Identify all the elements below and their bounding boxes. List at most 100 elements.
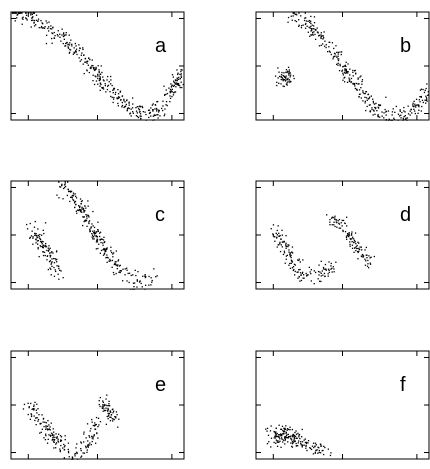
data-point	[45, 435, 47, 437]
data-point	[106, 88, 109, 91]
data-point	[42, 418, 45, 420]
data-point	[113, 273, 115, 276]
data-point	[97, 73, 99, 75]
data-point	[53, 31, 55, 34]
data-point	[37, 234, 40, 237]
data-point	[324, 446, 326, 449]
data-point	[156, 101, 158, 103]
data-point	[51, 433, 54, 435]
data-point	[118, 418, 120, 420]
data-point	[299, 268, 301, 271]
data-point	[63, 446, 66, 448]
data-point	[114, 416, 116, 418]
data-point	[357, 251, 359, 254]
data-point	[287, 428, 290, 431]
data-point	[322, 35, 324, 37]
data-point	[102, 244, 104, 246]
data-point	[95, 232, 97, 234]
data-point	[113, 252, 115, 254]
data-point	[314, 33, 316, 36]
data-point	[83, 72, 85, 75]
data-point	[87, 446, 89, 448]
data-point	[99, 405, 101, 408]
data-point	[31, 17, 33, 19]
data-point	[64, 183, 66, 185]
data-point	[95, 66, 97, 69]
data-point	[338, 218, 341, 221]
data-point	[69, 48, 71, 51]
data-point	[40, 20, 42, 22]
data-point	[270, 425, 272, 427]
data-point	[27, 413, 29, 416]
data-point	[99, 235, 101, 238]
data-point	[56, 437, 58, 439]
data-point	[69, 49, 72, 51]
data-point	[80, 441, 82, 443]
data-point	[139, 280, 141, 282]
data-point	[300, 15, 302, 17]
data-point	[43, 251, 46, 253]
data-point	[92, 238, 94, 240]
data-point	[156, 114, 158, 116]
data-point	[320, 272, 322, 274]
data-point	[108, 412, 110, 415]
data-point	[48, 26, 50, 28]
data-point	[334, 218, 336, 221]
data-point	[180, 73, 182, 75]
data-point	[108, 81, 110, 83]
data-point	[315, 271, 317, 274]
data-point	[310, 280, 312, 282]
data-point	[343, 72, 346, 74]
data-point	[317, 32, 319, 34]
data-point	[274, 435, 276, 437]
data-point	[328, 50, 331, 52]
data-point	[426, 100, 428, 102]
data-point	[385, 111, 387, 113]
data-point	[428, 94, 430, 96]
data-point	[154, 114, 157, 116]
data-point	[141, 105, 143, 108]
data-point	[41, 234, 43, 236]
data-point	[49, 260, 51, 262]
data-point	[89, 229, 91, 232]
data-point	[126, 99, 128, 102]
data-point	[95, 231, 97, 233]
data-point	[358, 250, 360, 252]
data-point	[107, 407, 109, 410]
data-point	[67, 181, 69, 183]
data-point	[84, 57, 87, 60]
data-point	[349, 74, 351, 76]
data-point	[276, 441, 278, 443]
data-point	[54, 436, 56, 438]
data-point	[78, 208, 81, 211]
data-point	[99, 396, 101, 399]
data-point	[381, 111, 383, 113]
data-point	[47, 268, 49, 271]
data-point	[129, 112, 132, 114]
data-point	[149, 111, 151, 114]
data-point	[298, 25, 300, 27]
data-point	[103, 249, 106, 251]
data-point	[67, 47, 70, 49]
data-point	[90, 444, 92, 446]
data-point	[283, 427, 285, 429]
data-point	[282, 439, 285, 441]
data-point	[284, 262, 286, 264]
data-point	[290, 80, 292, 83]
data-point	[37, 228, 39, 230]
data-point	[132, 103, 134, 105]
data-point	[93, 230, 96, 232]
data-point	[99, 82, 102, 84]
data-point	[421, 105, 423, 108]
data-point	[153, 119, 155, 121]
data-point	[106, 256, 108, 258]
data-point	[336, 56, 338, 58]
data-point	[345, 235, 348, 237]
data-point	[89, 430, 91, 432]
data-point	[295, 442, 297, 445]
data-point	[98, 424, 100, 426]
data-point	[424, 99, 426, 101]
data-point	[287, 77, 289, 80]
data-point	[117, 97, 120, 99]
data-point	[78, 209, 80, 212]
